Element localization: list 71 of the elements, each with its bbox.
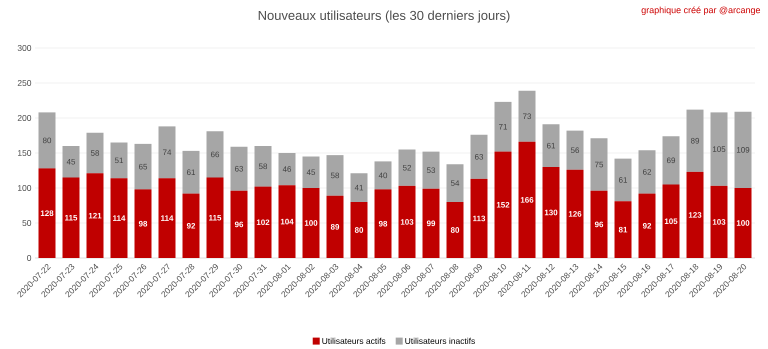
bar [278,153,296,186]
bar [158,126,176,178]
bar [110,178,128,258]
bar [614,158,632,202]
bar [446,164,464,202]
bar [350,202,368,258]
bar [254,186,272,258]
bar [710,112,728,186]
bar [374,189,392,258]
bar [470,134,488,179]
y-tick-label: 150 [18,150,32,156]
y-tick-label: 50 [22,220,32,226]
bar [446,202,464,258]
bar [590,190,608,258]
bar [374,161,392,190]
bar [182,150,200,194]
bar [110,142,128,178]
bar [86,173,104,258]
bar [734,188,752,258]
chart-title: Nouveaux utilisateurs (les 30 derniers jours) [258,10,510,23]
y-tick-label: 250 [18,80,32,86]
bar [638,194,656,258]
bar [326,155,344,196]
bar [230,146,248,191]
bar [518,90,536,142]
bar [38,112,56,168]
bar [230,190,248,258]
bar [686,172,704,258]
bar [422,188,440,258]
y-tick-label: 200 [18,115,32,121]
bar [542,167,560,258]
bar [62,146,80,178]
bar [206,178,224,258]
bar [302,188,320,258]
bar [638,150,656,194]
bar [614,201,632,258]
bar [590,138,608,191]
legend-label: Utilisateurs inactifs [405,338,475,344]
y-tick-label: 300 [18,45,32,51]
bar [662,184,680,258]
bar [494,152,512,258]
bar [278,185,296,258]
bar [134,189,152,258]
bar [398,150,416,186]
bar [566,130,584,170]
bar [350,173,368,202]
bar [326,196,344,258]
bar [134,144,152,190]
bar [62,178,80,258]
bar [470,178,488,258]
bar [686,110,704,172]
bar [182,194,200,258]
bar [566,170,584,258]
bar [398,186,416,258]
bar [38,168,56,258]
bar [542,124,560,167]
bar [206,131,224,178]
bar [86,132,104,174]
legend-label: Utilisateurs actifs [322,338,386,344]
bar [662,136,680,184]
bar [734,112,752,188]
bar [494,102,512,152]
bar [158,178,176,258]
bar [254,146,272,187]
y-tick-label: 100 [18,185,32,191]
bar [710,186,728,258]
bar [518,142,536,258]
text: graphique créé par @arcange [642,6,760,15]
bar [302,156,320,188]
bar [422,152,440,189]
y-tick-label: 0 [27,255,32,261]
